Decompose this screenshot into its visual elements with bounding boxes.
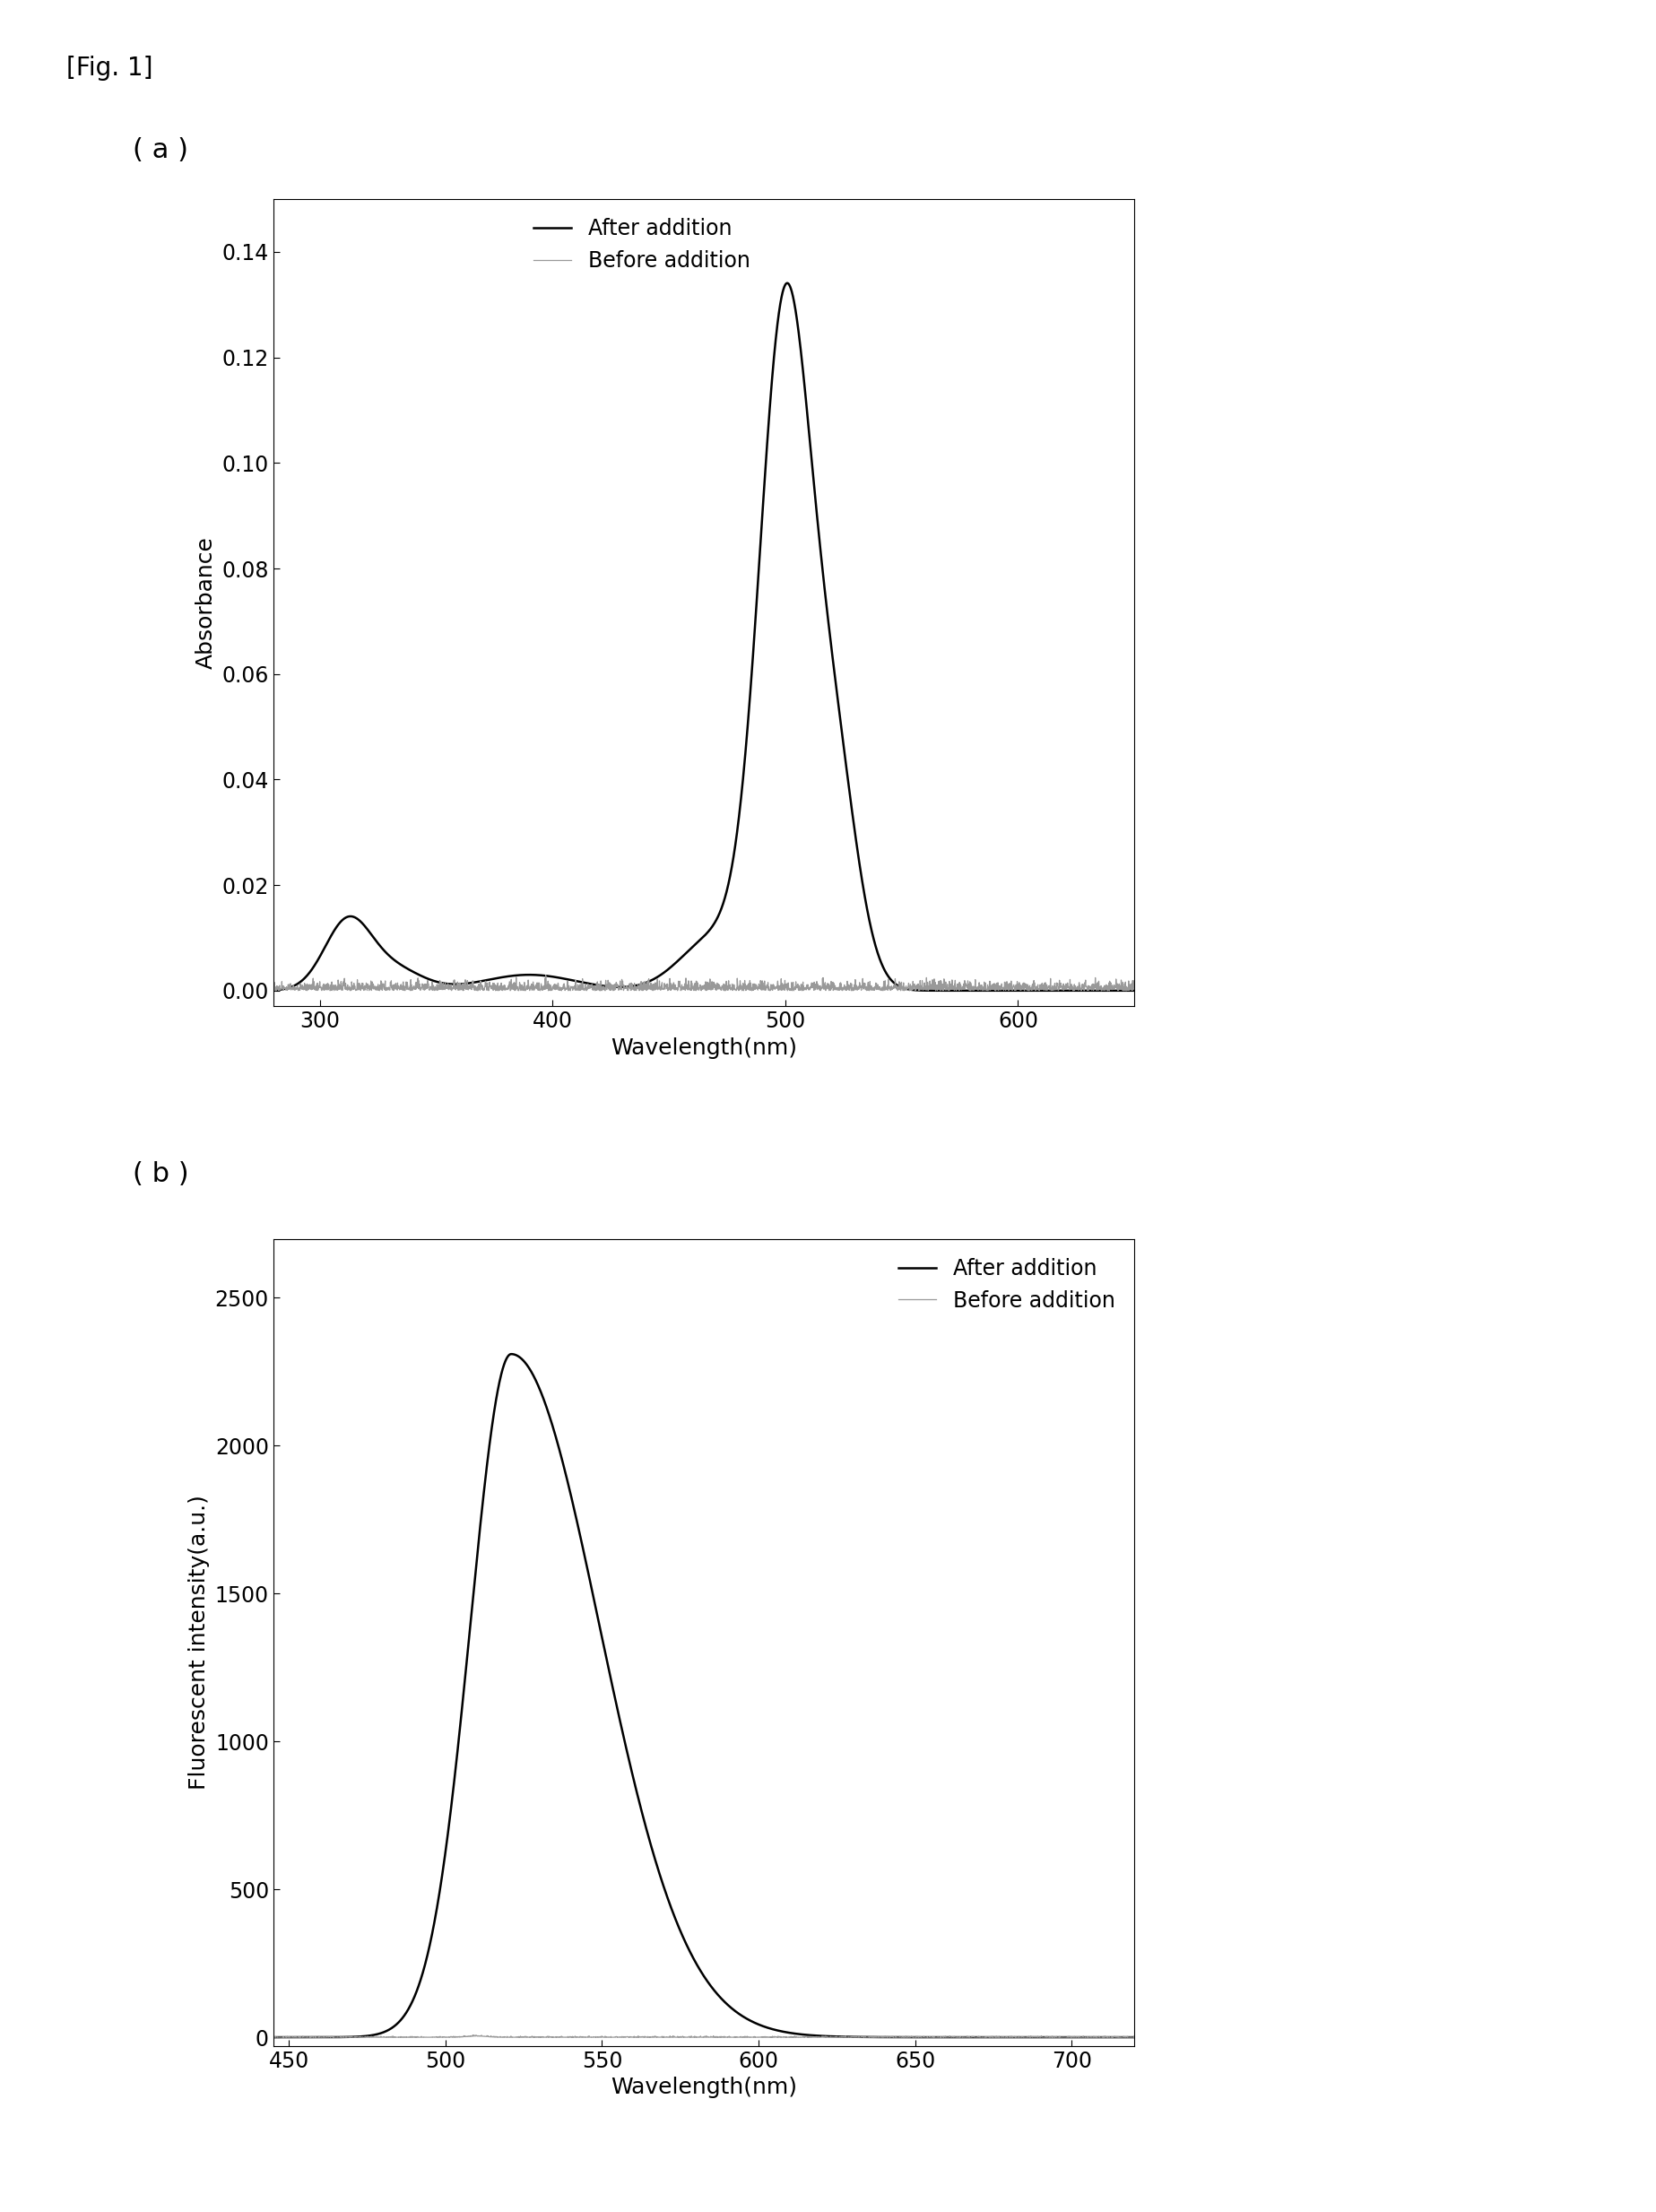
After addition — [1124, 978, 1144, 1004]
Line: After addition: After addition — [273, 283, 1134, 991]
Text: ( a ): ( a ) — [132, 137, 189, 164]
Before addition — [412, 973, 432, 1000]
X-axis label: Wavelength(nm): Wavelength(nm) — [611, 2077, 797, 2099]
Before addition — [263, 975, 283, 1002]
Before addition — [1015, 2024, 1035, 2051]
Y-axis label: Absorbance: Absorbance — [195, 538, 217, 668]
Text: ( b ): ( b ) — [132, 1161, 189, 1188]
After addition — [631, 971, 651, 998]
Before addition — [464, 2022, 484, 2048]
Before addition — [1108, 2024, 1128, 2051]
Before addition — [361, 975, 381, 1002]
After addition — [361, 2022, 381, 2048]
After addition — [412, 962, 432, 989]
Line: Before addition: Before addition — [273, 975, 1134, 991]
Before addition — [412, 2024, 432, 2051]
Line: After addition: After addition — [273, 1354, 1134, 2037]
After addition — [593, 973, 613, 1000]
After addition — [412, 1960, 432, 1986]
After addition — [631, 1796, 651, 1823]
After addition — [777, 270, 797, 296]
After addition — [1108, 978, 1128, 1004]
Before addition — [263, 2024, 283, 2051]
Before addition — [1108, 978, 1128, 1004]
Before addition — [631, 969, 651, 995]
Before addition — [1124, 2024, 1144, 2051]
Legend: After addition, Before addition: After addition, Before addition — [525, 210, 758, 281]
After addition — [502, 1340, 522, 1367]
Legend: After addition, Before addition: After addition, Before addition — [889, 1250, 1124, 1321]
Text: [Fig. 1]: [Fig. 1] — [66, 55, 152, 80]
After addition — [1124, 2024, 1144, 2051]
After addition — [263, 2024, 283, 2051]
Before addition — [830, 2024, 850, 2051]
After addition — [361, 922, 381, 949]
Before addition — [595, 975, 614, 1002]
X-axis label: Wavelength(nm): Wavelength(nm) — [611, 1037, 797, 1060]
After addition — [1015, 2024, 1035, 2051]
Before addition — [631, 2024, 651, 2051]
Y-axis label: Fluorescent intensity(a.u.): Fluorescent intensity(a.u.) — [189, 1495, 210, 1790]
Before addition — [595, 2024, 614, 2051]
Before addition — [341, 978, 361, 1004]
After addition — [1015, 978, 1035, 1004]
After addition — [263, 978, 283, 1004]
Before addition — [1015, 971, 1035, 998]
Before addition — [1124, 975, 1144, 1002]
Before addition — [537, 962, 556, 989]
After addition — [595, 1632, 614, 1659]
Before addition — [361, 2024, 381, 2051]
After addition — [1108, 2024, 1128, 2051]
